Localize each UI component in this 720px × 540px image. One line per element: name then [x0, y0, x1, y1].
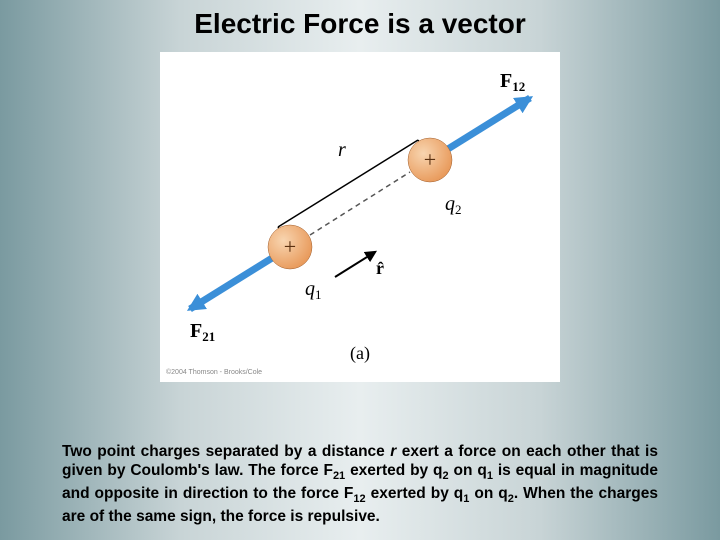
svg-text:q2: q2	[445, 193, 462, 217]
force-diagram: r F12 F21 r̂ + q1 + q2	[160, 52, 560, 362]
svg-text:r: r	[338, 139, 346, 161]
subfigure-label: (a)	[160, 343, 560, 364]
svg-text:F12: F12	[500, 70, 525, 94]
svg-text:F21: F21	[190, 320, 215, 344]
copyright-text: ©2004 Thomson - Brooks/Cole	[166, 369, 262, 376]
svg-text:q1: q1	[305, 278, 322, 302]
svg-text:+: +	[284, 234, 296, 259]
caption-text: Two point charges separated by a distanc…	[62, 442, 658, 526]
svg-text:r̂: r̂	[376, 258, 384, 278]
diagram-container: r F12 F21 r̂ + q1 + q2 (a) ©2004 Thomson - Broo…	[160, 52, 560, 382]
page-title: Electric Force is a vector	[0, 0, 720, 40]
svg-text:+: +	[424, 147, 436, 172]
